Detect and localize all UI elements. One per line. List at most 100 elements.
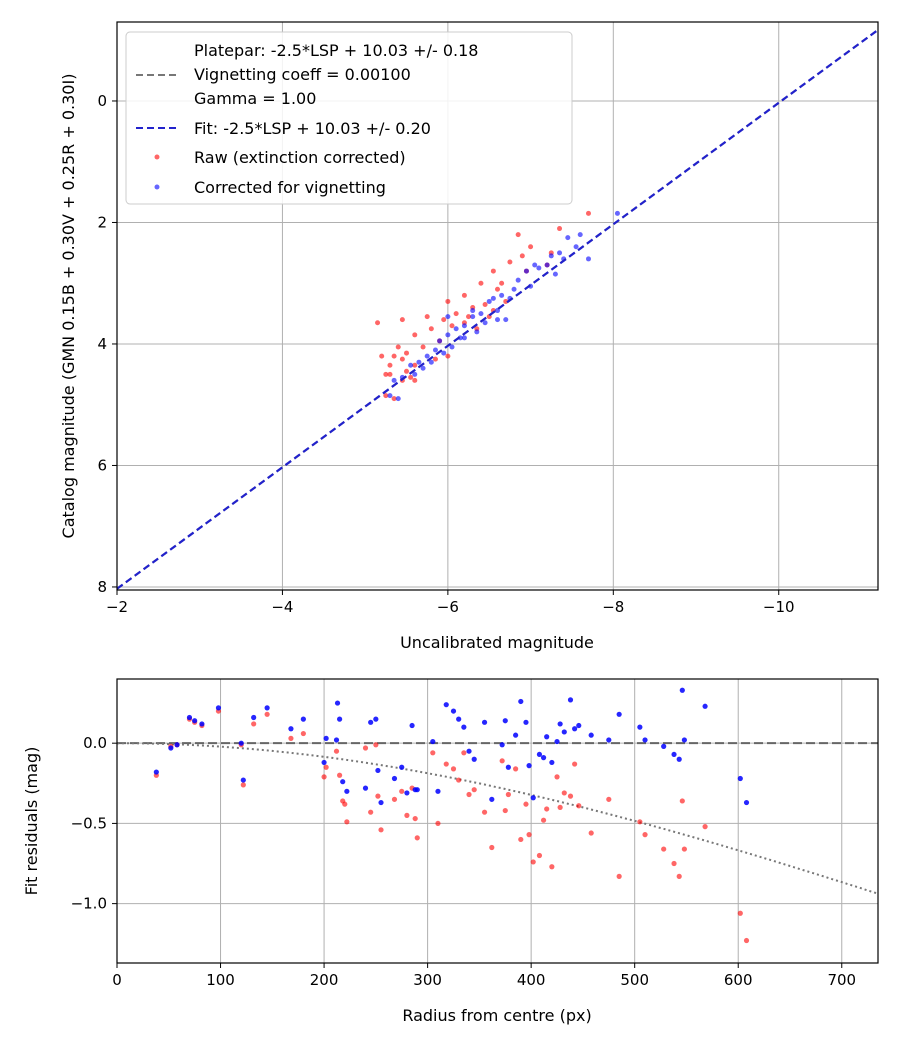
residuals-grid bbox=[116, 679, 878, 963]
corrected-point bbox=[378, 799, 384, 806]
corrected-point bbox=[420, 365, 426, 371]
calibration-x-tick-label: −2 bbox=[106, 598, 128, 616]
raw-point bbox=[251, 721, 257, 727]
legend-corrected-marker bbox=[154, 184, 160, 190]
raw-point bbox=[404, 350, 410, 356]
corrected-point bbox=[499, 292, 505, 298]
residuals-ticks: 0 100 200 300 400 500 600 700 0.0 −0.5 −1.0 bbox=[71, 734, 857, 989]
corrected-point bbox=[391, 775, 398, 782]
corrected-point bbox=[445, 314, 451, 320]
raw-point bbox=[743, 937, 750, 944]
raw-point bbox=[499, 758, 505, 764]
raw-point bbox=[737, 910, 743, 916]
corrected-point bbox=[430, 738, 436, 745]
raw-point bbox=[518, 836, 524, 843]
raw-point bbox=[337, 772, 343, 778]
corrected-point bbox=[474, 329, 480, 335]
raw-point bbox=[681, 846, 687, 852]
corrected-point bbox=[300, 716, 306, 722]
raw-point bbox=[453, 311, 459, 317]
residuals-y-tick-label: −1.0 bbox=[71, 895, 107, 913]
raw-point bbox=[412, 377, 418, 383]
corrected-point bbox=[573, 244, 579, 250]
raw-point bbox=[445, 353, 451, 359]
calibration-x-tick-label: −4 bbox=[271, 598, 293, 616]
corrected-point bbox=[375, 767, 381, 774]
corrected-point bbox=[453, 326, 459, 332]
corrected-point bbox=[536, 265, 542, 271]
raw-point bbox=[378, 827, 384, 833]
corrected-point bbox=[432, 347, 438, 353]
corrected-point bbox=[424, 353, 430, 359]
raw-point bbox=[642, 832, 648, 838]
raw-point bbox=[461, 750, 467, 756]
raw-point bbox=[561, 790, 567, 796]
corrected-point bbox=[399, 764, 405, 770]
raw-point bbox=[404, 812, 410, 818]
corrected-point bbox=[450, 708, 457, 714]
raw-point bbox=[445, 298, 451, 304]
raw-point bbox=[567, 793, 574, 799]
corrected-point bbox=[215, 705, 222, 711]
corrected-point bbox=[333, 737, 340, 743]
raw-point bbox=[456, 777, 462, 783]
legend-fit-label: Fit: -2.5*LSP + 10.03 +/- 0.20 bbox=[194, 119, 431, 138]
calibration-plot-frame bbox=[116, 21, 879, 591]
corrected-point bbox=[461, 724, 467, 730]
raw-point bbox=[432, 356, 438, 362]
raw-point bbox=[585, 210, 591, 216]
corrected-point bbox=[323, 735, 329, 741]
corrected-point bbox=[199, 721, 205, 727]
raw-point bbox=[554, 774, 560, 780]
corrected-point bbox=[408, 362, 414, 368]
raw-point bbox=[240, 782, 246, 788]
corrected-point bbox=[557, 721, 563, 727]
corrected-point bbox=[264, 705, 270, 711]
corrected-point bbox=[544, 262, 550, 268]
calibration-lines bbox=[117, 29, 878, 590]
corrected-point bbox=[334, 700, 341, 706]
corrected-point bbox=[481, 719, 488, 725]
raw-point bbox=[557, 226, 563, 232]
raw-point bbox=[300, 730, 306, 737]
corrected-point bbox=[443, 702, 449, 708]
calibration-legend: Platepar: -2.5*LSP + 10.03 +/- 0.18 Vign… bbox=[125, 31, 573, 205]
raw-point bbox=[342, 801, 348, 807]
raw-point bbox=[503, 298, 509, 304]
raw-point bbox=[288, 735, 294, 741]
legend-box bbox=[125, 31, 573, 205]
raw-point bbox=[499, 280, 505, 286]
corrected-point bbox=[518, 698, 524, 705]
calibration-y-tick-label: 0 bbox=[97, 92, 107, 110]
corrected-point bbox=[567, 697, 574, 703]
corrected-point bbox=[585, 256, 591, 262]
corrected-point bbox=[642, 737, 648, 743]
calibration-y-tick-label: 2 bbox=[97, 213, 107, 231]
raw-point bbox=[428, 326, 434, 332]
corrected-point bbox=[186, 714, 193, 721]
raw-point bbox=[420, 344, 426, 350]
raw-point bbox=[702, 824, 708, 830]
calibration-ticks: −2 −4 −6 −8 −10 0 2 4 6 8 bbox=[97, 92, 794, 616]
raw-point bbox=[449, 323, 455, 329]
raw-point bbox=[588, 830, 594, 836]
corrected-point bbox=[437, 338, 443, 344]
raw-point bbox=[478, 280, 484, 286]
raw-point bbox=[482, 301, 488, 307]
calibration-y-tick-label: 8 bbox=[97, 578, 107, 596]
corrected-point bbox=[548, 253, 554, 259]
raw-point bbox=[375, 320, 381, 326]
corrected-point bbox=[456, 716, 462, 722]
corrected-point bbox=[153, 769, 159, 775]
calibration-y-label: Catalog magnitude (GMN 0.15B + 0.30V + 0… bbox=[59, 74, 78, 539]
residuals-x-tick-label: 500 bbox=[620, 971, 649, 989]
corrected-point bbox=[588, 732, 594, 738]
corrected-point bbox=[412, 371, 418, 377]
corrected-point bbox=[614, 210, 620, 216]
raw-point bbox=[466, 791, 472, 798]
corrected-point bbox=[414, 787, 420, 793]
corrected-point bbox=[428, 359, 434, 365]
raw-point bbox=[412, 332, 418, 338]
corrected-point bbox=[565, 235, 571, 241]
raw-point bbox=[495, 286, 500, 292]
